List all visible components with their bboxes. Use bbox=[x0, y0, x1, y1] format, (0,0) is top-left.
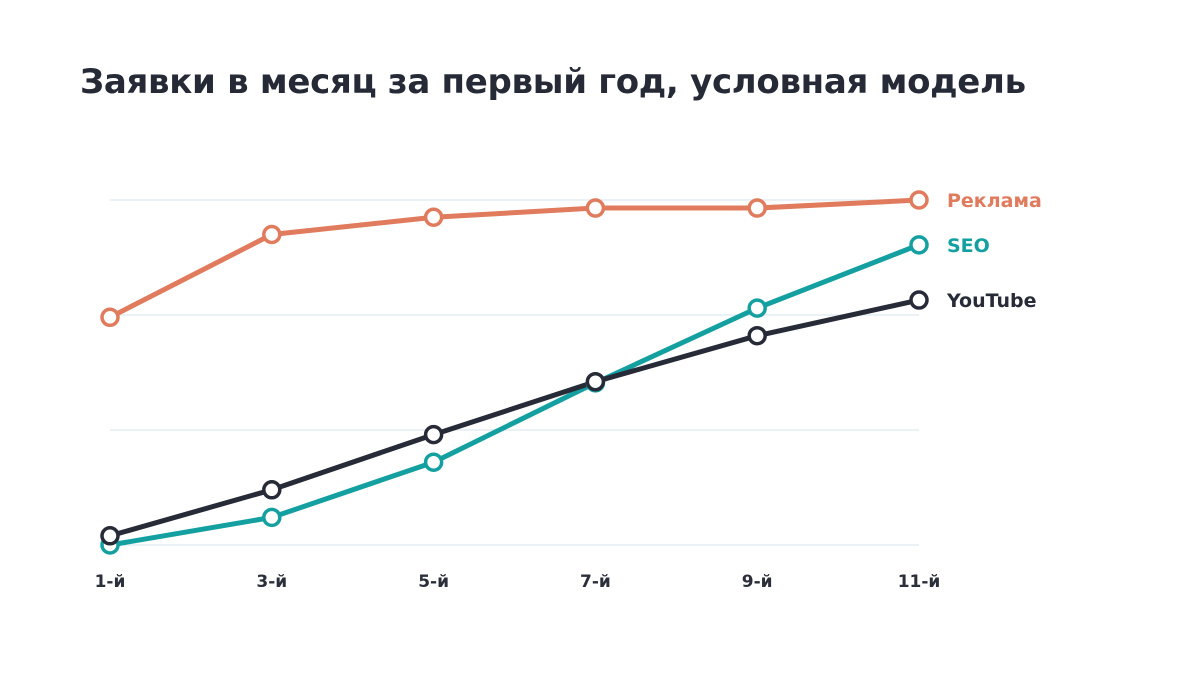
series-2-label: SEO bbox=[947, 235, 990, 257]
series-2-point bbox=[747, 298, 767, 318]
series-1-point bbox=[100, 307, 120, 328]
x-tick-label: 5-й bbox=[418, 572, 449, 592]
series-3-line bbox=[107, 297, 922, 539]
x-tick-label: 7-й bbox=[580, 572, 611, 592]
series-2-line bbox=[107, 242, 922, 548]
series-3-point bbox=[100, 526, 120, 546]
series-1-point bbox=[585, 198, 606, 218]
series-labels: Реклама SEO YouTube bbox=[946, 190, 1042, 312]
x-tick-label: 3-й bbox=[256, 572, 287, 592]
x-axis-ticks: 1-й 3-й 5-й 7-й 9-й 11-й bbox=[95, 572, 941, 592]
series-3-label: YouTube bbox=[946, 290, 1036, 312]
series-1-label: Реклама bbox=[947, 190, 1042, 212]
series-2-point bbox=[423, 452, 444, 472]
series-3-point bbox=[585, 371, 606, 392]
series-3-point bbox=[423, 424, 444, 445]
series-1-point bbox=[423, 207, 444, 227]
series-1-point bbox=[262, 224, 282, 245]
x-tick-label: 11-й bbox=[898, 572, 941, 592]
series-1-point bbox=[909, 190, 929, 210]
x-tick-label: 1-й bbox=[95, 572, 126, 592]
series-3-point bbox=[262, 480, 282, 500]
series-2-point bbox=[909, 235, 929, 255]
chart-title: Заявки в месяц за первый год, условная м… bbox=[80, 62, 1026, 102]
series-2-point bbox=[262, 507, 282, 528]
series-1-point bbox=[747, 198, 767, 218]
series-lines bbox=[107, 197, 922, 548]
gridlines bbox=[110, 199, 919, 546]
series-3-point bbox=[909, 290, 929, 310]
series-1-line bbox=[107, 197, 922, 320]
x-tick-label: 9-й bbox=[742, 572, 773, 592]
data-points bbox=[100, 190, 929, 555]
series-3-point bbox=[747, 325, 767, 346]
